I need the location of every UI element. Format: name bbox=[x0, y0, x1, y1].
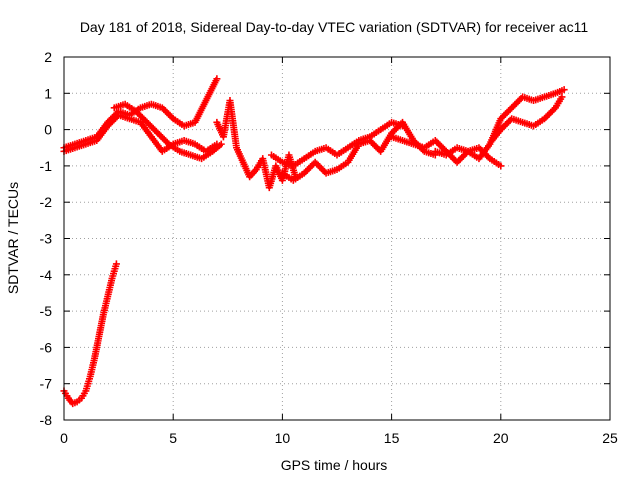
plot-frame bbox=[63, 56, 611, 421]
y-tick-label: -3 bbox=[40, 231, 53, 247]
series-arc-low-start bbox=[60, 260, 120, 408]
series-arc-b bbox=[60, 111, 221, 155]
data-point bbox=[558, 93, 566, 101]
series-layer bbox=[60, 75, 568, 408]
x-tick-label: 25 bbox=[602, 430, 618, 446]
x-tick-label: 15 bbox=[384, 430, 400, 446]
x-tick-label: 5 bbox=[169, 430, 177, 446]
y-tick-label: 2 bbox=[44, 49, 52, 65]
series-arc-scatter bbox=[213, 97, 300, 192]
x-tick-labels: 0 5 10 15 20 25 bbox=[60, 430, 618, 446]
data-point bbox=[497, 162, 505, 170]
y-tick-label: -7 bbox=[40, 376, 53, 392]
data-point bbox=[112, 260, 120, 268]
y-tick-label: -6 bbox=[40, 339, 53, 355]
y-tick-label: -8 bbox=[40, 412, 53, 428]
y-tick-label: 1 bbox=[44, 85, 52, 101]
y-tick-label: 0 bbox=[44, 122, 52, 138]
x-axis-label: GPS time / hours bbox=[281, 457, 388, 473]
y-axis-label: SDTVAR / TECUs bbox=[5, 182, 21, 294]
data-point bbox=[560, 86, 568, 94]
x-tick-label: 10 bbox=[275, 430, 291, 446]
series-arc-c bbox=[110, 100, 225, 163]
y-tick-labels: 2 1 0 -1 -2 -3 -4 -5 -6 -7 -8 bbox=[40, 49, 53, 428]
grid-layer bbox=[64, 57, 610, 420]
data-point bbox=[217, 140, 225, 148]
y-tick-label: -5 bbox=[40, 303, 53, 319]
y-tick-label: -4 bbox=[40, 267, 53, 283]
y-tick-label: -2 bbox=[40, 194, 53, 210]
series-arc-e bbox=[278, 118, 439, 184]
chart-title: Day 181 of 2018, Sidereal Day-to-day VTE… bbox=[80, 19, 589, 35]
x-tick-label: 0 bbox=[60, 430, 68, 446]
x-tick-label: 20 bbox=[493, 430, 509, 446]
data-point bbox=[213, 75, 221, 83]
series-arc-h bbox=[488, 93, 566, 144]
series-arc-g bbox=[431, 86, 568, 163]
y-tick-label: -1 bbox=[40, 158, 53, 174]
